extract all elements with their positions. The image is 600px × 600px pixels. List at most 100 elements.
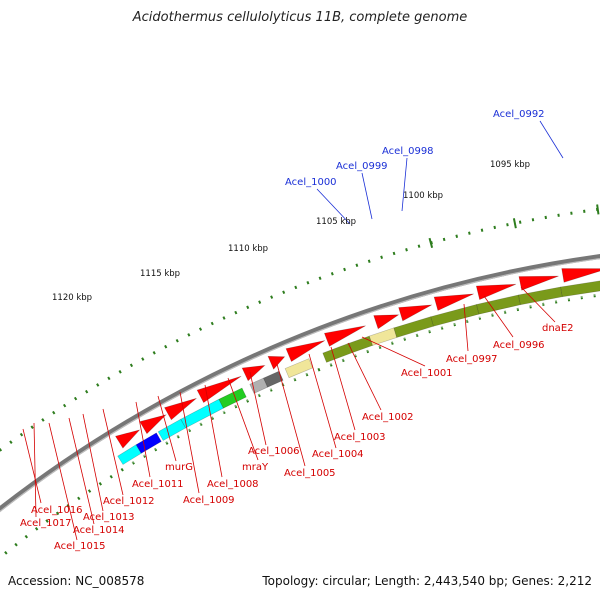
gene-feature bbox=[241, 364, 266, 382]
backbone-highlight bbox=[0, 258, 600, 513]
leader-line bbox=[330, 346, 356, 431]
leader-line bbox=[102, 408, 124, 496]
gene-label[interactable]: Acel_0998 bbox=[382, 146, 434, 157]
leader-line bbox=[316, 188, 351, 225]
gene-label[interactable]: Acel_1012 bbox=[103, 496, 155, 507]
gene-label[interactable]: Acel_0999 bbox=[336, 161, 388, 172]
scale-tick bbox=[428, 237, 434, 249]
gene-highlight bbox=[272, 347, 331, 374]
gene-label[interactable]: Acel_1004 bbox=[312, 449, 364, 460]
gene-feature bbox=[561, 268, 600, 283]
gene-feature bbox=[398, 304, 432, 322]
gene-label[interactable]: mraY bbox=[242, 462, 269, 473]
gene-label[interactable]: Acel_0992 bbox=[493, 109, 545, 120]
leader-line bbox=[308, 353, 337, 449]
gene-highlight bbox=[591, 277, 600, 282]
gene-highlight bbox=[431, 314, 482, 331]
gene-highlight bbox=[382, 312, 437, 332]
gene-highlight bbox=[350, 345, 376, 358]
tick-labels: 1095 kbp 1100 kbp 1105 kbp 1110 kbp 1115… bbox=[52, 160, 530, 303]
gene-feature bbox=[373, 314, 400, 330]
gene-highlight bbox=[229, 371, 272, 394]
leader-line bbox=[179, 391, 200, 494]
tick-label: 1095 kbp bbox=[490, 160, 530, 170]
accession-text: Accession: NC_008578 bbox=[8, 574, 145, 588]
gene-highlight bbox=[358, 321, 404, 340]
gene-feature bbox=[117, 444, 142, 465]
leader-line bbox=[82, 413, 104, 512]
leader-line bbox=[361, 172, 373, 220]
leader-line bbox=[361, 336, 426, 367]
gene-highlight bbox=[309, 332, 372, 358]
tick-label: 1115 kbp bbox=[140, 269, 180, 279]
gene-highlight bbox=[458, 291, 521, 309]
gene-highlight bbox=[105, 435, 148, 463]
leader-line bbox=[276, 363, 306, 467]
tick-label: 1110 kbp bbox=[228, 244, 268, 254]
gene-label[interactable]: Acel_1017 bbox=[20, 518, 72, 529]
map-title: Acidothermus cellulolyticus 11B, complet… bbox=[132, 10, 468, 25]
tick-label: 1100 kbp bbox=[403, 191, 443, 201]
gene-label[interactable]: Acel_1002 bbox=[362, 412, 414, 423]
tick-label: 1120 kbp bbox=[52, 293, 92, 303]
gene-label[interactable]: Acel_1000 bbox=[285, 177, 337, 188]
gene-label[interactable]: Acel_1009 bbox=[183, 495, 235, 506]
gene-features bbox=[105, 268, 600, 470]
gene-highlight bbox=[254, 363, 291, 382]
leader-line bbox=[539, 120, 564, 159]
gene-feature bbox=[285, 340, 326, 362]
leader-line bbox=[463, 303, 469, 352]
gene-highlight bbox=[184, 408, 227, 433]
gene-label[interactable]: dnaE2 bbox=[542, 323, 574, 334]
gene-label[interactable]: Acel_1016 bbox=[31, 505, 83, 516]
gene-highlight bbox=[543, 278, 600, 290]
scale-dot-arc bbox=[0, 293, 600, 560]
leader-line bbox=[33, 422, 37, 518]
gene-feature bbox=[115, 429, 141, 449]
leader-line bbox=[401, 157, 408, 212]
gene-feature bbox=[475, 283, 517, 301]
gene-highlight bbox=[518, 297, 565, 310]
gene-highlight bbox=[370, 337, 400, 350]
gene-feature bbox=[284, 358, 313, 379]
leader-line bbox=[249, 371, 267, 446]
gene-highlight bbox=[128, 420, 174, 449]
leader-line bbox=[347, 342, 382, 411]
gene-highlight bbox=[252, 387, 272, 398]
gene-feature bbox=[157, 418, 186, 441]
gene-label[interactable]: Acel_1006 bbox=[248, 446, 300, 457]
backbone-arc bbox=[0, 254, 600, 513]
gene-highlight bbox=[395, 326, 437, 342]
scale-tick bbox=[596, 204, 600, 215]
label-leader-lines bbox=[22, 120, 564, 541]
tick-label: 1105 kbp bbox=[316, 217, 356, 227]
leader-line bbox=[157, 395, 177, 462]
gene-label[interactable]: murG bbox=[165, 462, 193, 473]
leader-line bbox=[483, 295, 514, 338]
gene-label[interactable]: Acel_1014 bbox=[73, 525, 125, 536]
gene-label[interactable]: Acel_1001 bbox=[401, 368, 453, 379]
gene-highlight bbox=[139, 441, 166, 458]
gene-feature bbox=[139, 414, 168, 435]
gene-label[interactable]: Acel_1013 bbox=[83, 512, 135, 523]
gene-label[interactable]: Acel_1003 bbox=[334, 432, 386, 443]
gene-labels-forward: Acel_0992 Acel_0998 Acel_0999 Acel_1000 bbox=[285, 109, 545, 188]
gene-highlight bbox=[266, 380, 287, 392]
gene-highlight bbox=[560, 291, 600, 302]
gene-feature bbox=[518, 275, 559, 291]
gene-label[interactable]: Acel_1008 bbox=[207, 479, 259, 490]
gene-label[interactable]: Acel_0997 bbox=[446, 354, 498, 365]
gene-label[interactable]: Acel_1015 bbox=[54, 541, 106, 552]
gene-highlight bbox=[153, 404, 204, 434]
gene-label[interactable]: Acel_1005 bbox=[284, 468, 336, 479]
gene-feature bbox=[267, 355, 286, 370]
gene-label[interactable]: Acel_0996 bbox=[493, 340, 545, 351]
gene-highlight bbox=[221, 397, 250, 413]
gene-labels-reverse: dnaE2 Acel_0996 Acel_0997 Acel_1001 Acel… bbox=[20, 323, 574, 552]
gene-highlight bbox=[185, 382, 248, 417]
gene-label[interactable]: Acel_1011 bbox=[132, 479, 184, 490]
gene-highlight bbox=[476, 305, 524, 319]
leader-line bbox=[22, 428, 42, 504]
scale-dotted-arcs bbox=[0, 204, 600, 560]
